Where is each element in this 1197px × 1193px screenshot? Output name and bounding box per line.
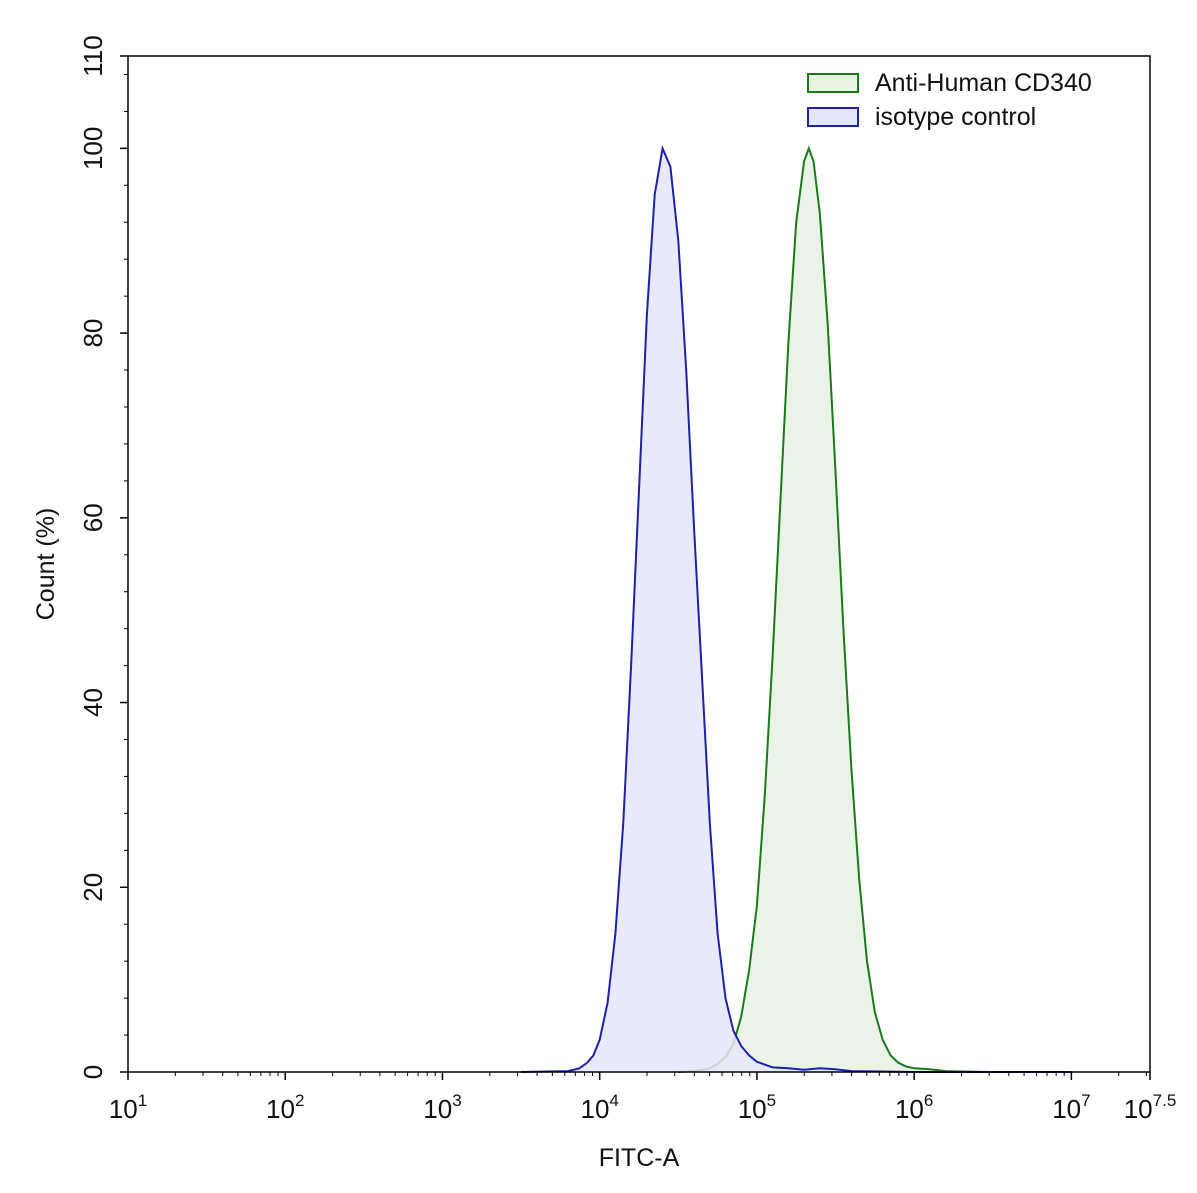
- series-line-1: [521, 144, 1072, 1073]
- x-tick-label: 101: [109, 1091, 147, 1124]
- series-area-1: [521, 148, 1072, 1072]
- series-line-0: [678, 145, 1072, 1073]
- legend-swatch: [807, 73, 859, 93]
- y-tick-label: 100: [78, 127, 108, 170]
- y-tick-label: 60: [78, 503, 108, 532]
- plot-frame: [127, 55, 1151, 1073]
- y-tick-label: 20: [78, 873, 108, 902]
- y-axis: 0 20 40 60 80 100 110: [78, 35, 128, 1079]
- series-area-0: [678, 148, 1072, 1072]
- y-tick-label: 80: [78, 319, 108, 348]
- legend: Anti-Human CD340 isotype control: [807, 69, 1092, 131]
- x-tick-label: 106: [895, 1091, 933, 1124]
- x-tick-label: 103: [423, 1091, 461, 1124]
- y-tick-label: 40: [78, 688, 108, 717]
- x-tick-label: 102: [266, 1091, 304, 1124]
- legend-label: isotype control: [875, 103, 1036, 131]
- legend-swatch: [807, 107, 859, 127]
- y-axis-title: Count (%): [32, 508, 60, 621]
- legend-label: Anti-Human CD340: [875, 69, 1092, 97]
- series-layer: [521, 144, 1072, 1073]
- x-tick-label: 105: [738, 1091, 776, 1124]
- y-tick-label: 0: [78, 1065, 108, 1079]
- x-tick-label: 104: [580, 1091, 618, 1124]
- x-tick-label: 107: [1052, 1091, 1090, 1124]
- y-tick-label: 110: [78, 35, 108, 76]
- x-axis: 101 102 103 104 105 106 107 107.5: [109, 1072, 1176, 1124]
- x-axis-title: FITC-A: [599, 1144, 680, 1172]
- x-tick-label: 107.5: [1124, 1091, 1177, 1124]
